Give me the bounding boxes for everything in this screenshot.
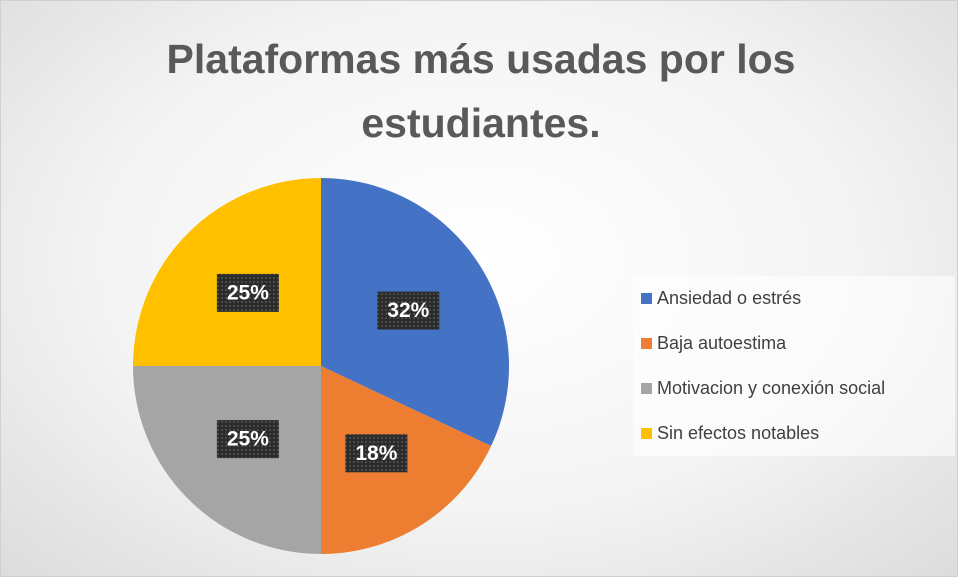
data-label-box [377, 291, 440, 330]
pie-slice [133, 366, 321, 554]
legend-box [633, 276, 955, 456]
legend-label: Sin efectos notables [657, 423, 819, 443]
pie-slice [133, 178, 321, 366]
legend-swatch [641, 428, 652, 439]
chart-title: Plataformas más usadas por los estudiant… [166, 36, 796, 146]
data-label: 18% [355, 442, 397, 465]
legend-swatch [641, 293, 652, 304]
data-label: 25% [227, 428, 269, 451]
data-label-box [345, 434, 408, 473]
legend-swatch [641, 383, 652, 394]
data-label-box [216, 420, 279, 459]
legend-label: Motivacion y conexión social [657, 378, 885, 398]
legend-label: Ansiedad o estrés [657, 288, 801, 308]
legend-swatch [641, 338, 652, 349]
data-label: 32% [387, 299, 429, 322]
legend-label: Baja autoestima [657, 333, 787, 353]
data-label-box [216, 273, 279, 312]
data-label: 25% [227, 281, 269, 304]
